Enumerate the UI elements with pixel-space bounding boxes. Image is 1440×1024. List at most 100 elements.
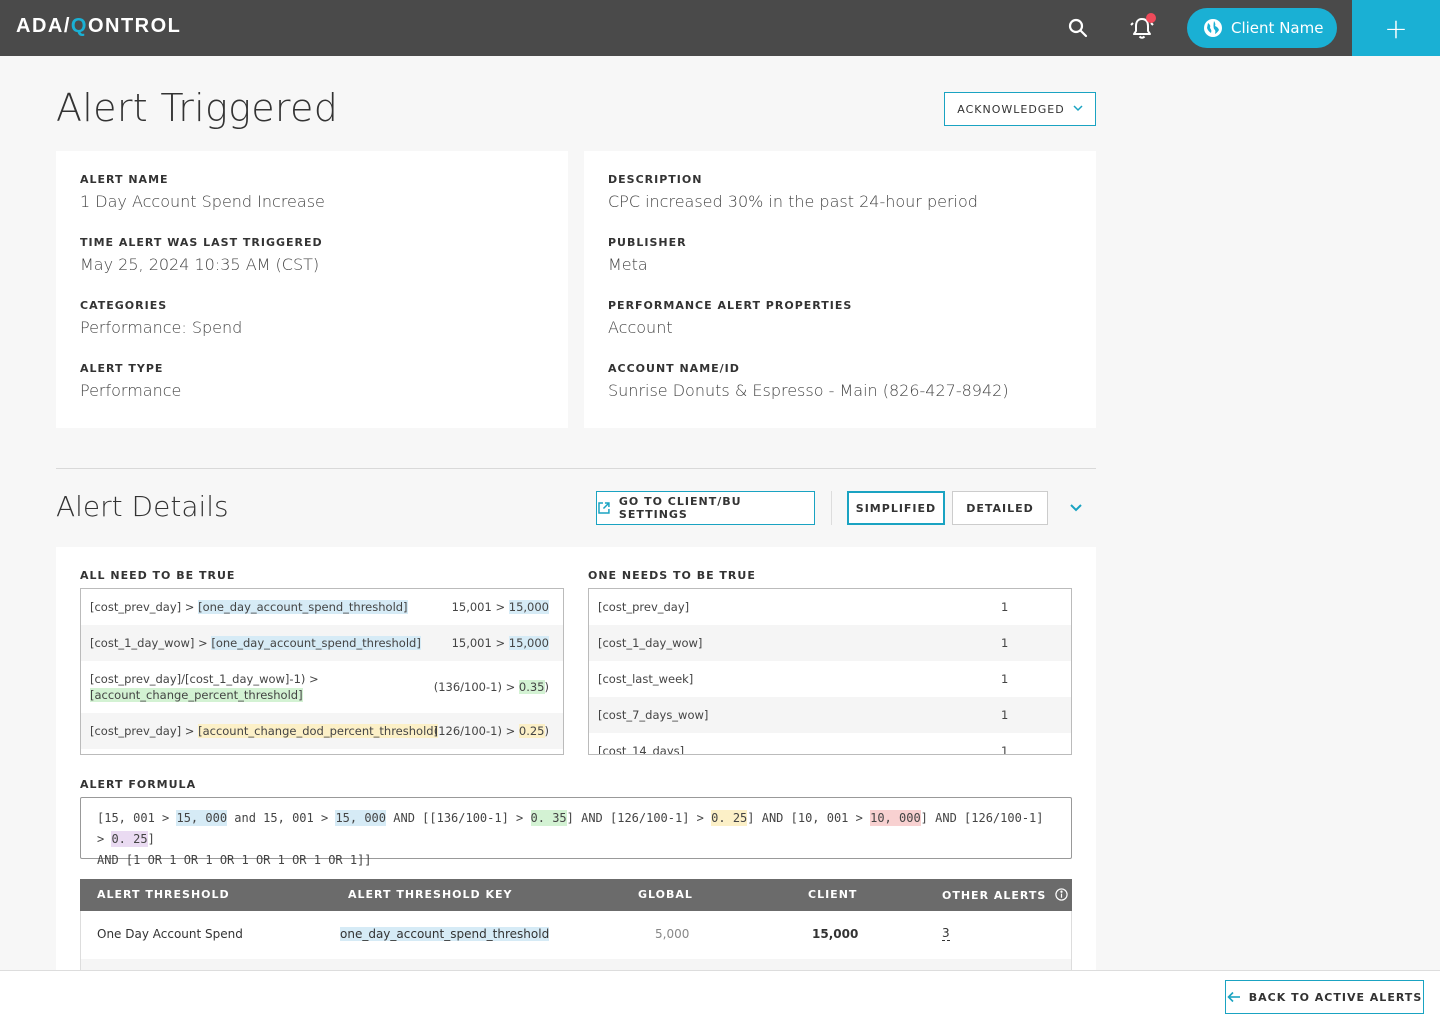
alert-formula-label: ALERT FORMULA: [80, 778, 197, 791]
description-field: DESCRIPTION CPC increased 30% in the pas…: [608, 173, 978, 211]
condition-value: 1: [1001, 672, 1009, 686]
all-conditions-list[interactable]: [cost_prev_day] > [one_day_account_spend…: [80, 588, 564, 755]
formula-threshold: 10, 000: [870, 810, 921, 826]
field-value: Performance: [80, 381, 182, 400]
detailed-label: DETAILED: [966, 501, 1034, 515]
condition-expression: [cost_7_days_wow]: [598, 708, 709, 722]
field-value: 1 Day Account Spend Increase: [80, 192, 325, 211]
publisher-field: PUBLISHER Meta: [608, 236, 687, 274]
condition-evaluation: 15,001 > 15,000: [452, 600, 549, 614]
page-footer: [0, 970, 1440, 1024]
alert-details-title: Alert Details: [56, 490, 229, 523]
col-header-global: GLOBAL: [638, 888, 693, 901]
simplified-view-button[interactable]: SIMPLIFIED: [847, 491, 945, 525]
list-item: [cost_prev_day] 1: [589, 589, 1071, 625]
eval-suffix: ): [544, 724, 550, 738]
condition-expression: [cost_1_day_wow] > [one_day_account_spen…: [90, 635, 421, 651]
field-label: PERFORMANCE ALERT PROPERTIES: [608, 299, 853, 312]
status-value: ACKNOWLEDGED: [957, 102, 1065, 116]
condition-expression: [cost_prev_day]: [598, 600, 690, 614]
field-value: Meta: [608, 255, 648, 274]
alert-properties-field: PERFORMANCE ALERT PROPERTIES Account: [608, 299, 852, 337]
condition-expression: [cost_last_week]: [598, 672, 694, 686]
formula-text: ] AND [126/100-1] >: [566, 811, 712, 825]
expr-text: [cost_prev_day] >: [90, 724, 199, 738]
threshold-table: ALERT THRESHOLD ALERT THRESHOLD KEY GLOB…: [80, 879, 1072, 979]
formula-threshold: 0. 35: [530, 810, 567, 826]
threshold-key: [one_day_account_spend_threshold]: [198, 600, 408, 614]
notification-badge: [1146, 13, 1156, 23]
condition-evaluation: (136/100-1) > 0.35): [434, 680, 549, 694]
app-logo[interactable]: ADA/ Q ONTROL: [16, 15, 181, 38]
eval-text: 15,001 >: [451, 636, 509, 650]
globe-icon: [1204, 19, 1222, 37]
condition-evaluation: 15,001 > 15,000: [452, 636, 549, 650]
client-settings-button[interactable]: GO TO CLIENT/BU SETTINGS: [596, 491, 815, 525]
threshold-name: One Day Account Spend: [97, 927, 243, 941]
threshold-key: one_day_account_spend_threshold: [340, 927, 550, 941]
expr-text: [cost_prev_day]/[cost_1_day_wow]-1) >: [90, 672, 319, 686]
add-button[interactable]: +: [1352, 0, 1440, 56]
eval-text: 15,001 >: [451, 600, 509, 614]
client-switcher-button[interactable]: Client Name: [1187, 8, 1337, 48]
search-icon[interactable]: [1066, 16, 1090, 40]
detailed-view-button[interactable]: DETAILED: [952, 491, 1048, 525]
other-alerts-label: OTHER ALERTS: [942, 889, 1047, 902]
formula-text: ] AND [10, 001 >: [747, 811, 871, 825]
one-condition-label: ONE NEEDS TO BE TRUE: [588, 569, 756, 582]
list-item: [cost_1_day_wow] > [one_day_account_spen…: [81, 625, 563, 661]
field-value: Account: [608, 318, 673, 337]
formula-line-1: [15, 001 > 15, 000 and 15, 001 > 15, 000…: [97, 808, 1055, 850]
eval-threshold: 0.35: [518, 680, 545, 694]
eval-threshold: 15,000: [508, 636, 549, 650]
condition-expression: [cost_1_day_wow]: [598, 636, 703, 650]
condition-expression: [cost_prev_day]/[cost_1_day_wow]-1) > [ac…: [90, 671, 319, 703]
field-label: ALERT TYPE: [80, 362, 164, 375]
top-nav-bar: ADA/ Q ONTROL Client Name +: [0, 0, 1440, 56]
formula-threshold: 15, 000: [335, 810, 387, 826]
back-to-alerts-button[interactable]: BACK TO ACTIVE ALERTS: [1225, 980, 1424, 1014]
chevron-down-icon: [1073, 104, 1083, 115]
alert-info-card: ALERT NAME 1 Day Account Spend Increase …: [56, 151, 568, 428]
col-header-other-alerts: OTHER ALERTS: [942, 888, 1068, 902]
eval-threshold: 0.25: [518, 724, 545, 738]
threshold-key: [account_change_percent_threshold]: [90, 688, 303, 702]
condition-value: 1: [1001, 744, 1009, 755]
formula-threshold: 0. 25: [111, 831, 148, 847]
client-value: 15,000: [812, 927, 859, 941]
condition-expression: [cost_prev_day] > [account_change_dod_pe…: [90, 723, 439, 739]
list-item: [cost_last_week] 1: [589, 661, 1071, 697]
account-field: ACCOUNT NAME/ID Sunrise Donuts & Espress…: [608, 362, 1009, 400]
threshold-key: [account_change_dod_percent_threshold]: [198, 724, 439, 738]
info-icon[interactable]: [1055, 888, 1068, 901]
condition-evaluation: (126/100-1) > 0.25): [434, 724, 549, 738]
categories-field: CATEGORIES Performance: Spend: [80, 299, 242, 337]
formula-text: ]: [147, 832, 155, 846]
plus-icon: +: [1384, 11, 1408, 45]
list-item: [cost_prev_day] > [account_change_dod_pe…: [81, 713, 563, 749]
formula-text: and 15, 001 >: [227, 811, 336, 825]
back-button-label: BACK TO ACTIVE ALERTS: [1248, 990, 1423, 1004]
alert-name-field: ALERT NAME 1 Day Account Spend Increase: [80, 173, 325, 211]
expr-text: [cost_1_day_wow] >: [90, 636, 212, 650]
field-value: CPC increased 30% in the past 24-hour pe…: [608, 192, 978, 211]
list-item: [cost_prev_day] > [one_day_account_spend…: [81, 589, 563, 625]
one-condition-list[interactable]: [cost_prev_day] 1 [cost_1_day_wow] 1 [co…: [588, 588, 1072, 755]
other-alerts-link[interactable]: 3: [942, 926, 950, 941]
logo-text-left: ADA/: [16, 15, 71, 37]
eval-suffix: ): [544, 680, 550, 694]
last-triggered-field: TIME ALERT WAS LAST TRIGGERED May 25, 20…: [80, 236, 323, 274]
expr-text: [cost_prev_day] >: [90, 600, 199, 614]
collapse-chevron-icon[interactable]: [1066, 498, 1086, 518]
field-label: ALERT NAME: [80, 173, 169, 186]
all-conditions-label: ALL NEED TO BE TRUE: [80, 569, 236, 582]
field-value: May 25, 2024 10:35 AM (CST): [80, 255, 320, 274]
table-header: ALERT THRESHOLD ALERT THRESHOLD KEY GLOB…: [80, 879, 1072, 911]
condition-value: 1: [1001, 600, 1009, 614]
logo-q: Q: [70, 15, 88, 37]
field-label: DESCRIPTION: [608, 173, 703, 186]
formula-line-2: AND [1 OR 1 OR 1 OR 1 OR 1 OR 1 OR 1]]: [97, 853, 372, 867]
field-label: CATEGORIES: [80, 299, 168, 312]
table-row: One Day Account Spend one_day_account_sp…: [80, 911, 1072, 959]
status-dropdown[interactable]: ACKNOWLEDGED: [944, 92, 1096, 126]
